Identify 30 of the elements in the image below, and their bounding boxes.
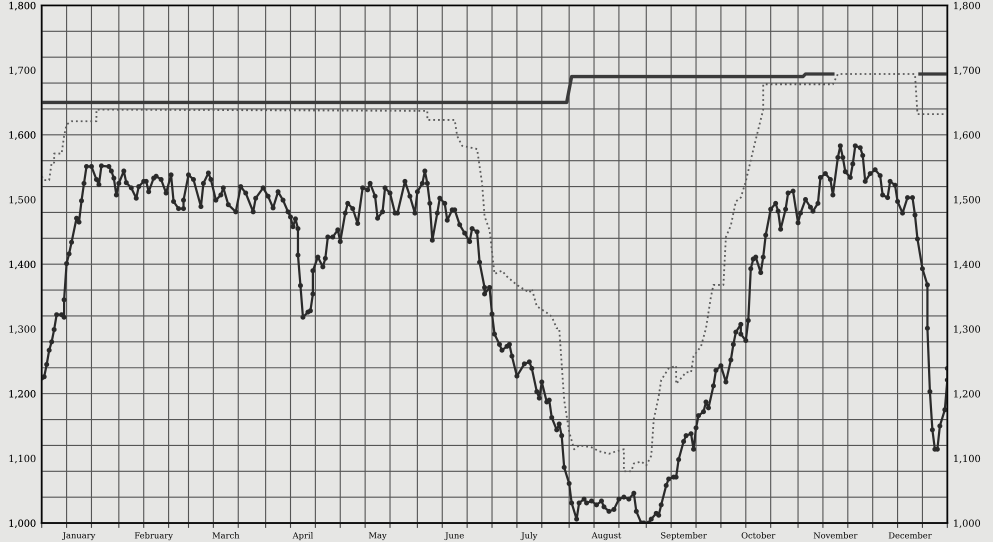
x-tick-label: January — [62, 532, 96, 540]
x-tick-label: August — [592, 532, 622, 540]
x-tick-label: September — [661, 532, 707, 540]
y2-tick-label: 1,800 — [954, 2, 980, 10]
x-tick-label: June — [444, 532, 464, 540]
y-tick-label: 1,400 — [10, 260, 36, 270]
y-tick-label: 1,100 — [10, 454, 36, 464]
y2-tick-label: 1,500 — [954, 196, 980, 205]
y-tick-label: 1,300 — [10, 325, 36, 334]
y2-tick-label: 1,100 — [954, 454, 980, 464]
x-tick-label: December — [888, 532, 932, 539]
y-tick-label: 1,600 — [10, 131, 36, 140]
y-tick-label: 1,700 — [10, 66, 36, 76]
x-tick-label: May — [368, 532, 387, 540]
y2-tick-label: 1,000 — [954, 520, 980, 528]
y-tick-label: 1,800 — [10, 2, 36, 10]
y2-tick-label: 1,400 — [954, 260, 980, 270]
y2-tick-label: 1,200 — [954, 390, 980, 399]
y-tick-label: 1,500 — [10, 196, 36, 205]
y2-tick-label: 1,700 — [954, 66, 980, 76]
x-tick-label: March — [212, 532, 240, 539]
x-tick-label: November — [814, 532, 858, 539]
y-tick-label: 1,000 — [10, 520, 36, 528]
y-tick-label: 1,200 — [10, 390, 36, 399]
x-tick-label: April — [292, 532, 314, 540]
x-tick-label: October — [742, 532, 776, 539]
x-tick-label: February — [134, 532, 173, 540]
y2-tick-label: 1,600 — [954, 131, 980, 140]
x-tick-label: July — [520, 532, 538, 540]
y2-tick-label: 1,300 — [954, 325, 980, 334]
